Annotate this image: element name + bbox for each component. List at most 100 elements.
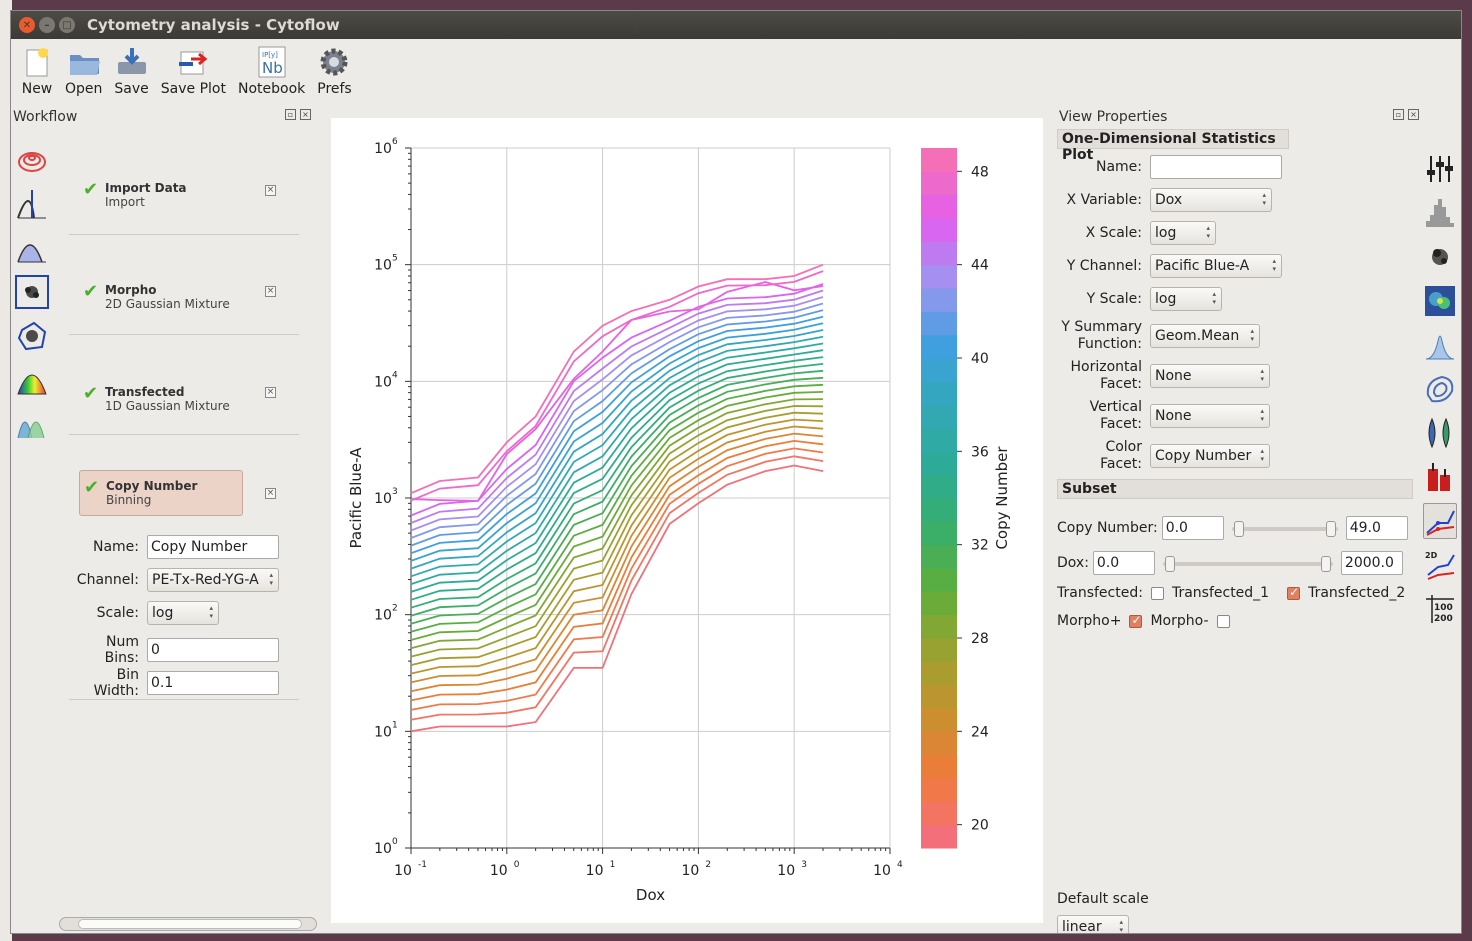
- morpho-minus-checkbox[interactable]: [1216, 614, 1230, 628]
- x-tick-label: 10: [873, 863, 891, 879]
- save-plot-button[interactable]: Save Plot: [161, 39, 226, 97]
- notebook-button[interactable]: IP[y] Nb Notebook: [238, 39, 305, 97]
- 2d-gaussian-icon[interactable]: [15, 319, 49, 353]
- prefs-button[interactable]: Prefs: [317, 39, 352, 97]
- default-scale-select[interactable]: linear: [1057, 915, 1129, 933]
- view-properties-close-button[interactable]: ×: [1408, 109, 1419, 120]
- series-line: [410, 464, 824, 733]
- view-name-input[interactable]: [1150, 155, 1282, 179]
- series-line: [410, 315, 824, 555]
- y-tick-exponent: 5: [392, 254, 398, 264]
- colorbar-segment: [921, 498, 957, 522]
- threshold-icon[interactable]: [15, 187, 49, 221]
- view-properties-float-button[interactable]: ▫: [1393, 109, 1404, 120]
- bin-width-input[interactable]: 0.1: [147, 671, 279, 695]
- colorbar-tick-label: 40: [971, 351, 989, 367]
- 1d-stats-icon[interactable]: [1423, 503, 1457, 539]
- stats-plot-chart: 10 -1 10 0 10 1 10 2 10 3 10 410 010 110 210 310 410 510 6…: [347, 137, 1011, 904]
- horizontal-facet-select[interactable]: None: [1150, 364, 1270, 388]
- density-gate-icon[interactable]: [15, 363, 49, 397]
- copy-number-max-input[interactable]: 49.0: [1345, 516, 1408, 540]
- copy-number-range-slider[interactable]: [1231, 521, 1338, 537]
- scrollbar-thumb[interactable]: [78, 919, 302, 929]
- violin-icon[interactable]: [1423, 415, 1457, 451]
- new-button[interactable]: New: [21, 39, 53, 97]
- color-facet-select[interactable]: Copy Number: [1150, 444, 1270, 468]
- remove-operation-button[interactable]: ×: [265, 286, 276, 297]
- y-scale-select[interactable]: log: [1150, 287, 1222, 311]
- bar-chart-icon[interactable]: [1423, 459, 1457, 495]
- copy-number-min-input[interactable]: 0.0: [1161, 516, 1224, 540]
- range-icon[interactable]: [15, 231, 49, 265]
- colorbar-segment: [921, 708, 957, 732]
- view-settings-icon[interactable]: [1423, 151, 1457, 187]
- workflow-item-transfected[interactable]: ✔ Transfected 1D Gaussian Mixture ×: [69, 335, 299, 435]
- minimize-window-button[interactable]: –: [39, 17, 55, 33]
- colorbar-segment: [921, 218, 957, 242]
- transfected-2-checkbox[interactable]: [1287, 585, 1301, 600]
- remove-operation-button[interactable]: ×: [265, 387, 276, 398]
- kde-icon[interactable]: [1423, 327, 1457, 363]
- vertical-facet-select[interactable]: None: [1150, 404, 1270, 428]
- slider-min-handle[interactable]: [1164, 556, 1175, 572]
- series-line: [410, 283, 824, 517]
- workflow-close-button[interactable]: ×: [300, 109, 311, 120]
- series-line: [410, 363, 824, 609]
- colorbar-segment: [921, 194, 957, 219]
- slider-max-handle[interactable]: [1325, 521, 1336, 537]
- x-scale-select[interactable]: log: [1150, 221, 1216, 245]
- workflow-item-copy-number[interactable]: ✔ Copy Number Binning ×: [69, 435, 299, 700]
- slider-min-handle[interactable]: [1233, 521, 1244, 537]
- remove-operation-button[interactable]: ×: [265, 185, 276, 196]
- y-summary-function-select[interactable]: Geom.Mean: [1150, 324, 1260, 348]
- scale-select[interactable]: log: [147, 601, 219, 625]
- colorbar-segment: [921, 451, 957, 476]
- title-bar: ✕ – □ Cytometry analysis - Cytoflow: [11, 11, 1461, 39]
- gear-icon: [318, 45, 350, 79]
- histogram-icon[interactable]: [1423, 195, 1457, 231]
- slider-max-handle[interactable]: [1320, 556, 1331, 572]
- y-tick-exponent: 2: [392, 604, 398, 614]
- dox-min-input[interactable]: 0.0: [1092, 551, 1155, 575]
- import-icon[interactable]: [15, 143, 49, 177]
- channel-select[interactable]: PE-Tx-Red-YG-A: [147, 568, 279, 592]
- op-name-input[interactable]: Copy Number: [147, 535, 279, 559]
- density-icon[interactable]: [1423, 283, 1457, 319]
- workflow-item-morpho[interactable]: ✔ Morpho 2D Gaussian Mixture ×: [69, 235, 299, 335]
- maximize-window-button[interactable]: □: [59, 17, 75, 33]
- gaussian-mixture-icon[interactable]: [15, 407, 49, 441]
- workflow-item-import-data[interactable]: ✔ Import Data Import ×: [69, 135, 299, 235]
- workflow-panel: Workflow ▫ ×: [11, 107, 323, 933]
- polygon-icon[interactable]: [15, 275, 49, 309]
- table-view-icon[interactable]: 100 200: [1423, 591, 1457, 627]
- num-bins-input[interactable]: 0: [147, 638, 279, 662]
- save-button[interactable]: Save: [114, 39, 149, 97]
- colorbar-segment: [921, 521, 957, 546]
- morpho-plus-checkbox[interactable]: [1129, 613, 1143, 628]
- valid-check-icon: ✔: [83, 179, 99, 200]
- dox-max-input[interactable]: 2000.0: [1340, 551, 1403, 575]
- colorbar-segment: [921, 334, 957, 359]
- y-tick-label: 10: [374, 374, 392, 390]
- series-line: [410, 329, 824, 570]
- save-icon: [116, 45, 148, 79]
- 2d-stats-icon[interactable]: 2D: [1423, 547, 1457, 583]
- y-channel-select[interactable]: Pacific Blue-A: [1150, 254, 1282, 278]
- series-line: [410, 309, 824, 547]
- x-variable-select[interactable]: Dox: [1150, 188, 1272, 212]
- y-tick-exponent: 3: [392, 487, 398, 497]
- workflow-float-button[interactable]: ▫: [285, 109, 296, 120]
- workflow-horizontal-scrollbar[interactable]: [59, 917, 317, 931]
- remove-operation-button[interactable]: ×: [265, 488, 276, 499]
- 2d-kde-icon[interactable]: [1423, 371, 1457, 407]
- open-button[interactable]: Open: [65, 39, 102, 97]
- close-window-button[interactable]: ✕: [19, 17, 35, 33]
- x-tick-exponent: 4: [897, 860, 903, 870]
- series-line: [410, 369, 824, 617]
- transfected-1-checkbox[interactable]: [1150, 586, 1164, 600]
- notebook-icon-nb: Nb: [262, 59, 283, 77]
- scatterplot-icon[interactable]: [1423, 239, 1457, 275]
- view-properties-panel: View Properties ▫ × One-Dimensional Stat…: [1055, 107, 1419, 933]
- colorbar-segment: [921, 684, 957, 709]
- dox-range-slider[interactable]: [1162, 556, 1333, 572]
